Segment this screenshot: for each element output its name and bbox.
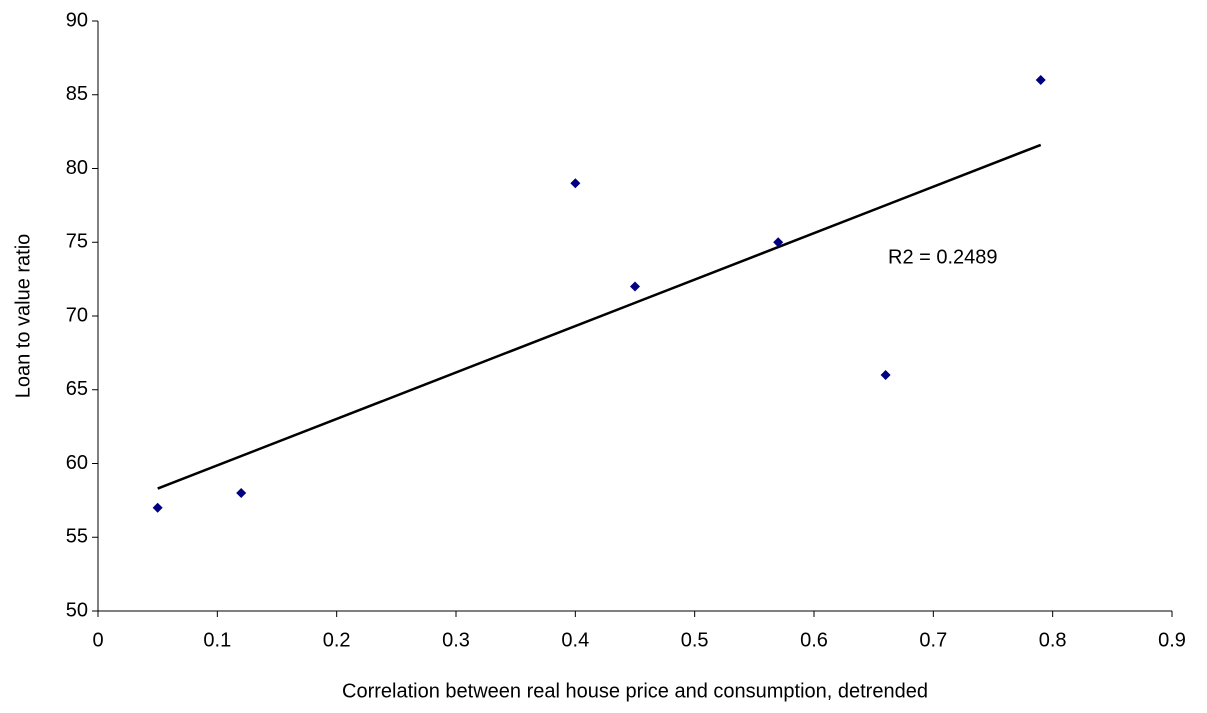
- x-tick-label: 0.9: [1158, 629, 1186, 651]
- x-tick-label: 0.2: [323, 629, 351, 651]
- y-tick-label: 75: [66, 231, 88, 253]
- x-tick-label: 0.8: [1039, 629, 1067, 651]
- y-tick-label: 80: [66, 157, 88, 179]
- data-point: [773, 237, 784, 248]
- x-tick-label: 0.6: [800, 629, 828, 651]
- annotation: R2 = 0.2489: [888, 246, 998, 268]
- x-tick-label: 0.3: [442, 629, 470, 651]
- data-point: [1035, 75, 1046, 85]
- y-tick-label: 60: [66, 452, 88, 474]
- trend-line: [157, 143, 1042, 490]
- y-axis-label: Loan to value ratio: [12, 234, 34, 399]
- data-point: [630, 281, 640, 292]
- y-tick-label: 55: [66, 526, 88, 548]
- y-tick-label: 50: [66, 599, 88, 621]
- y-tick-label: 65: [66, 378, 88, 400]
- y-tick-label: 90: [66, 9, 88, 31]
- x-tick-label: 0: [92, 629, 103, 651]
- y-tick-label: 70: [66, 304, 88, 326]
- x-tick-label: 0.4: [561, 629, 589, 651]
- x-tick-label: 0.1: [203, 629, 231, 651]
- x-tick-label: 0.5: [681, 629, 709, 651]
- data-point: [880, 370, 891, 380]
- data-point: [152, 502, 163, 513]
- data-point: [236, 488, 247, 498]
- x-axis-label: Correlation between real house price and…: [342, 680, 928, 702]
- x-tick-label: 0.7: [919, 629, 947, 651]
- y-tick-label: 85: [66, 83, 88, 105]
- data-point: [570, 178, 581, 189]
